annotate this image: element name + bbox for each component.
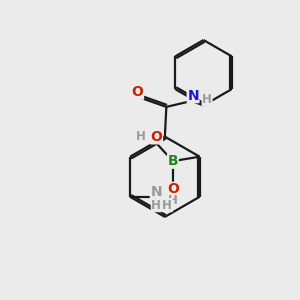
Text: N: N: [187, 88, 199, 103]
Text: O: O: [151, 130, 163, 144]
Text: H: H: [168, 194, 178, 207]
Text: O: O: [132, 85, 143, 99]
Text: O: O: [167, 182, 179, 197]
Text: H: H: [136, 130, 146, 143]
Text: H: H: [162, 199, 172, 212]
Text: H: H: [202, 93, 212, 106]
Text: H: H: [151, 199, 161, 212]
Text: N: N: [151, 185, 162, 200]
Text: B: B: [167, 154, 178, 168]
